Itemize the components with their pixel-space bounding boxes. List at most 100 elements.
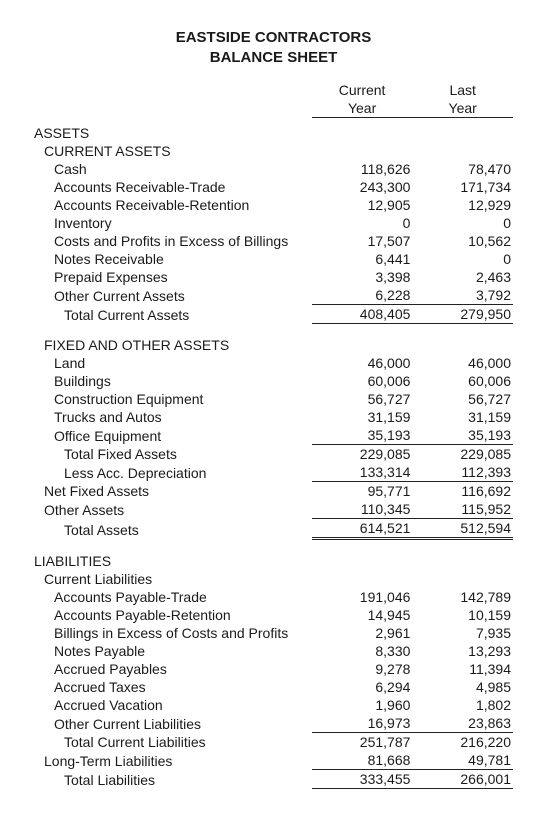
val-cur: 17,507 bbox=[312, 232, 413, 250]
val-cur: 3,398 bbox=[312, 268, 413, 286]
val-last: 229,085 bbox=[412, 445, 513, 464]
section-current-liab: Current Liabilities bbox=[34, 570, 312, 588]
label: Long-Term Liabilities bbox=[34, 751, 312, 770]
val-last: 4,985 bbox=[412, 678, 513, 696]
val-last: 46,000 bbox=[412, 354, 513, 372]
val-cur: 46,000 bbox=[312, 354, 413, 372]
val-last: 78,470 bbox=[412, 160, 513, 178]
row-total-liab: Total Liabilities 333,455 266,001 bbox=[34, 770, 513, 789]
row-accrued-pay: Accrued Payables 9,278 11,394 bbox=[34, 660, 513, 678]
row-total-cl: Total Current Liabilities 251,787 216,22… bbox=[34, 733, 513, 752]
label: Total Liabilities bbox=[34, 770, 312, 789]
val-last: 171,734 bbox=[412, 178, 513, 196]
label: Notes Payable bbox=[34, 642, 312, 660]
label: Other Current Assets bbox=[34, 286, 312, 305]
label: Accounts Receivable-Retention bbox=[34, 196, 312, 214]
row-ap-trade: Accounts Payable-Trade 191,046 142,789 bbox=[34, 588, 513, 606]
row-accrued-tax: Accrued Taxes 6,294 4,985 bbox=[34, 678, 513, 696]
label: Less Acc. Depreciation bbox=[34, 463, 312, 482]
section-fixed-other: FIXED AND OTHER ASSETS bbox=[34, 336, 312, 354]
val-last: 3,792 bbox=[412, 286, 513, 305]
val-cur: 251,787 bbox=[312, 733, 413, 752]
val-cur: 6,228 bbox=[312, 286, 413, 305]
val-cur: 81,668 bbox=[312, 751, 413, 770]
val-cur: 408,405 bbox=[312, 305, 413, 324]
label: Trucks and Autos bbox=[34, 408, 312, 426]
row-ap-retention: Accounts Payable-Retention 14,945 10,159 bbox=[34, 606, 513, 624]
val-last: 35,193 bbox=[412, 426, 513, 445]
row-construction-eq: Construction Equipment 56,727 56,727 bbox=[34, 390, 513, 408]
val-cur: 191,046 bbox=[312, 588, 413, 606]
val-cur: 95,771 bbox=[312, 482, 413, 501]
label: Office Equipment bbox=[34, 426, 312, 445]
label: Notes Receivable bbox=[34, 250, 312, 268]
val-cur: 9,278 bbox=[312, 660, 413, 678]
val-last: 266,001 bbox=[412, 770, 513, 789]
val-cur: 6,441 bbox=[312, 250, 413, 268]
val-last: 31,159 bbox=[412, 408, 513, 426]
row-total-assets: Total Assets 614,521 512,594 bbox=[34, 519, 513, 539]
row-net-fixed: Net Fixed Assets 95,771 116,692 bbox=[34, 482, 513, 501]
label: Total Current Assets bbox=[34, 305, 312, 324]
val-last: 1,802 bbox=[412, 696, 513, 714]
section-current-assets: CURRENT ASSETS bbox=[34, 142, 312, 160]
row-lt-liab: Long-Term Liabilities 81,668 49,781 bbox=[34, 751, 513, 770]
col-current-l2: Year bbox=[312, 99, 413, 118]
label: Prepaid Expenses bbox=[34, 268, 312, 286]
val-cur: 14,945 bbox=[312, 606, 413, 624]
val-cur: 0 bbox=[312, 214, 413, 232]
val-last: 279,950 bbox=[412, 305, 513, 324]
label: Accounts Receivable-Trade bbox=[34, 178, 312, 196]
val-cur: 6,294 bbox=[312, 678, 413, 696]
row-accrued-vac: Accrued Vacation 1,960 1,802 bbox=[34, 696, 513, 714]
label: Land bbox=[34, 354, 312, 372]
val-cur: 60,006 bbox=[312, 372, 413, 390]
row-costs-excess: Costs and Profits in Excess of Billings … bbox=[34, 232, 513, 250]
val-cur: 243,300 bbox=[312, 178, 413, 196]
label: Accounts Payable-Retention bbox=[34, 606, 312, 624]
val-last: 0 bbox=[412, 214, 513, 232]
val-last: 10,159 bbox=[412, 606, 513, 624]
val-cur: 614,521 bbox=[312, 519, 413, 539]
label: Total Assets bbox=[34, 519, 312, 539]
col-last-l2: Year bbox=[412, 99, 513, 118]
row-inventory: Inventory 0 0 bbox=[34, 214, 513, 232]
val-last: 2,463 bbox=[412, 268, 513, 286]
label: Costs and Profits in Excess of Billings bbox=[34, 232, 312, 250]
label: Other Assets bbox=[34, 500, 312, 519]
row-other-ca: Other Current Assets 6,228 3,792 bbox=[34, 286, 513, 305]
label: Buildings bbox=[34, 372, 312, 390]
statement-name: BALANCE SHEET bbox=[34, 48, 513, 68]
val-cur: 31,159 bbox=[312, 408, 413, 426]
row-notes-rec: Notes Receivable 6,441 0 bbox=[34, 250, 513, 268]
val-last: 56,727 bbox=[412, 390, 513, 408]
val-last: 7,935 bbox=[412, 624, 513, 642]
label: Other Current Liabilities bbox=[34, 714, 312, 733]
row-trucks: Trucks and Autos 31,159 31,159 bbox=[34, 408, 513, 426]
label: Net Fixed Assets bbox=[34, 482, 312, 501]
val-cur: 16,973 bbox=[312, 714, 413, 733]
label: Total Fixed Assets bbox=[34, 445, 312, 464]
val-cur: 8,330 bbox=[312, 642, 413, 660]
balance-sheet-table: Current Last Year Year ASSETS CURRENT AS… bbox=[34, 81, 513, 789]
val-last: 49,781 bbox=[412, 751, 513, 770]
section-assets: ASSETS bbox=[34, 124, 312, 142]
val-last: 112,393 bbox=[412, 463, 513, 482]
title-block: EASTSIDE CONTRACTORS BALANCE SHEET bbox=[34, 28, 513, 67]
val-cur: 110,345 bbox=[312, 500, 413, 519]
val-last: 11,394 bbox=[412, 660, 513, 678]
val-last: 12,929 bbox=[412, 196, 513, 214]
val-last: 13,293 bbox=[412, 642, 513, 660]
column-header-row-2: Year Year bbox=[34, 99, 513, 118]
val-cur: 118,626 bbox=[312, 160, 413, 178]
val-cur: 56,727 bbox=[312, 390, 413, 408]
row-office-eq: Office Equipment 35,193 35,193 bbox=[34, 426, 513, 445]
label: Accrued Vacation bbox=[34, 696, 312, 714]
row-ar-trade: Accounts Receivable-Trade 243,300 171,73… bbox=[34, 178, 513, 196]
val-cur: 229,085 bbox=[312, 445, 413, 464]
val-cur: 12,905 bbox=[312, 196, 413, 214]
val-last: 10,562 bbox=[412, 232, 513, 250]
val-last: 216,220 bbox=[412, 733, 513, 752]
label: Accrued Taxes bbox=[34, 678, 312, 696]
row-ar-retention: Accounts Receivable-Retention 12,905 12,… bbox=[34, 196, 513, 214]
